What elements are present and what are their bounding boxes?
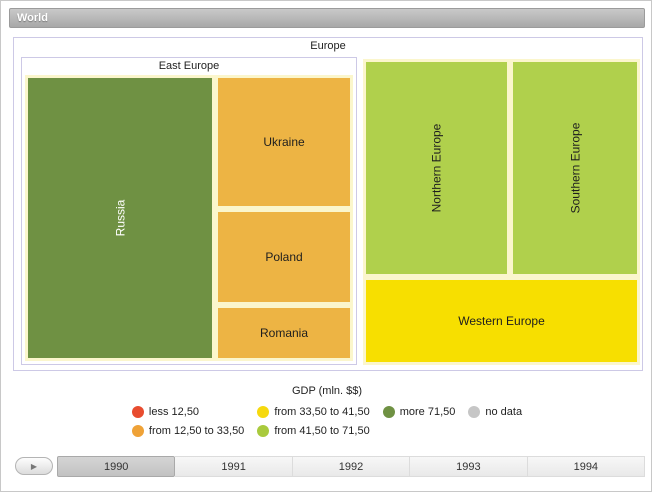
tile-ukraine-label: Ukraine	[263, 135, 305, 149]
timeline-year[interactable]: 1992	[292, 456, 411, 477]
legend-item-label: no data	[485, 406, 523, 418]
legend-item: more 71,50	[382, 406, 456, 418]
tile-southern-europe[interactable]: Southern Europe	[510, 59, 640, 277]
legend-title: GDP (mln. $$)	[291, 385, 363, 397]
legend-item-label: from 12,50 to 33,50	[148, 425, 245, 437]
legend-item: no data	[468, 406, 522, 418]
legend-item: less 12,50	[131, 406, 200, 418]
legend-dot-green-icon	[382, 406, 395, 418]
legend-dot-red-icon	[131, 406, 144, 418]
tile-western-europe[interactable]: Western Europe	[363, 277, 640, 365]
legend-item: from 12,50 to 33,50	[131, 425, 245, 437]
timeline-year[interactable]: 1993	[410, 456, 528, 477]
timeline-year[interactable]: 1994	[527, 456, 646, 477]
legend-dot-orange-icon	[131, 425, 144, 437]
tile-southern-europe-label: Southern Europe	[567, 122, 582, 214]
tile-romania[interactable]: Romania	[215, 305, 353, 361]
legend-item-label: more 71,50	[399, 406, 456, 418]
timeline-year[interactable]: 1990	[57, 456, 176, 477]
tile-ukraine[interactable]: Ukraine	[215, 75, 353, 209]
tile-romania-label: Romania	[259, 326, 309, 340]
tile-poland-label: Poland	[265, 250, 303, 264]
timeline-track: 1990 1991 1992 1993 1994	[57, 456, 646, 477]
timeline-year[interactable]: 1991	[175, 456, 293, 477]
legend-dot-gray-icon	[468, 406, 481, 418]
breadcrumb-world-bar[interactable]: World	[9, 8, 645, 28]
legend-item-label: from 33,50 to 41,50	[274, 406, 370, 418]
tile-northern-europe[interactable]: Northern Europe	[363, 59, 510, 277]
tile-russia-label: Russia	[113, 199, 127, 237]
legend: GDP (mln. $$) less 12,50 from 33,50 to 4…	[1, 385, 651, 437]
play-button[interactable]: ▶	[15, 457, 53, 475]
tile-poland[interactable]: Poland	[215, 209, 353, 305]
legend-item: from 33,50 to 41,50	[257, 406, 370, 418]
legend-item-label: less 12,50	[148, 406, 200, 418]
tile-russia[interactable]: Russia	[25, 75, 215, 361]
group-europe-label[interactable]: Europe	[310, 40, 346, 52]
legend-dot-yellow-icon	[257, 406, 270, 418]
legend-item: from 41,50 to 71,50	[257, 425, 370, 437]
tile-northern-europe-label: Northern Europe	[429, 123, 444, 213]
legend-grid: less 12,50 from 33,50 to 41,50 more 71,5…	[131, 406, 522, 437]
legend-dot-yellowgreen-icon	[257, 425, 270, 437]
tile-western-europe-label: Western Europe	[458, 314, 545, 328]
legend-item-label: from 41,50 to 71,50	[274, 425, 370, 437]
group-east-europe-label[interactable]: East Europe	[158, 60, 220, 72]
